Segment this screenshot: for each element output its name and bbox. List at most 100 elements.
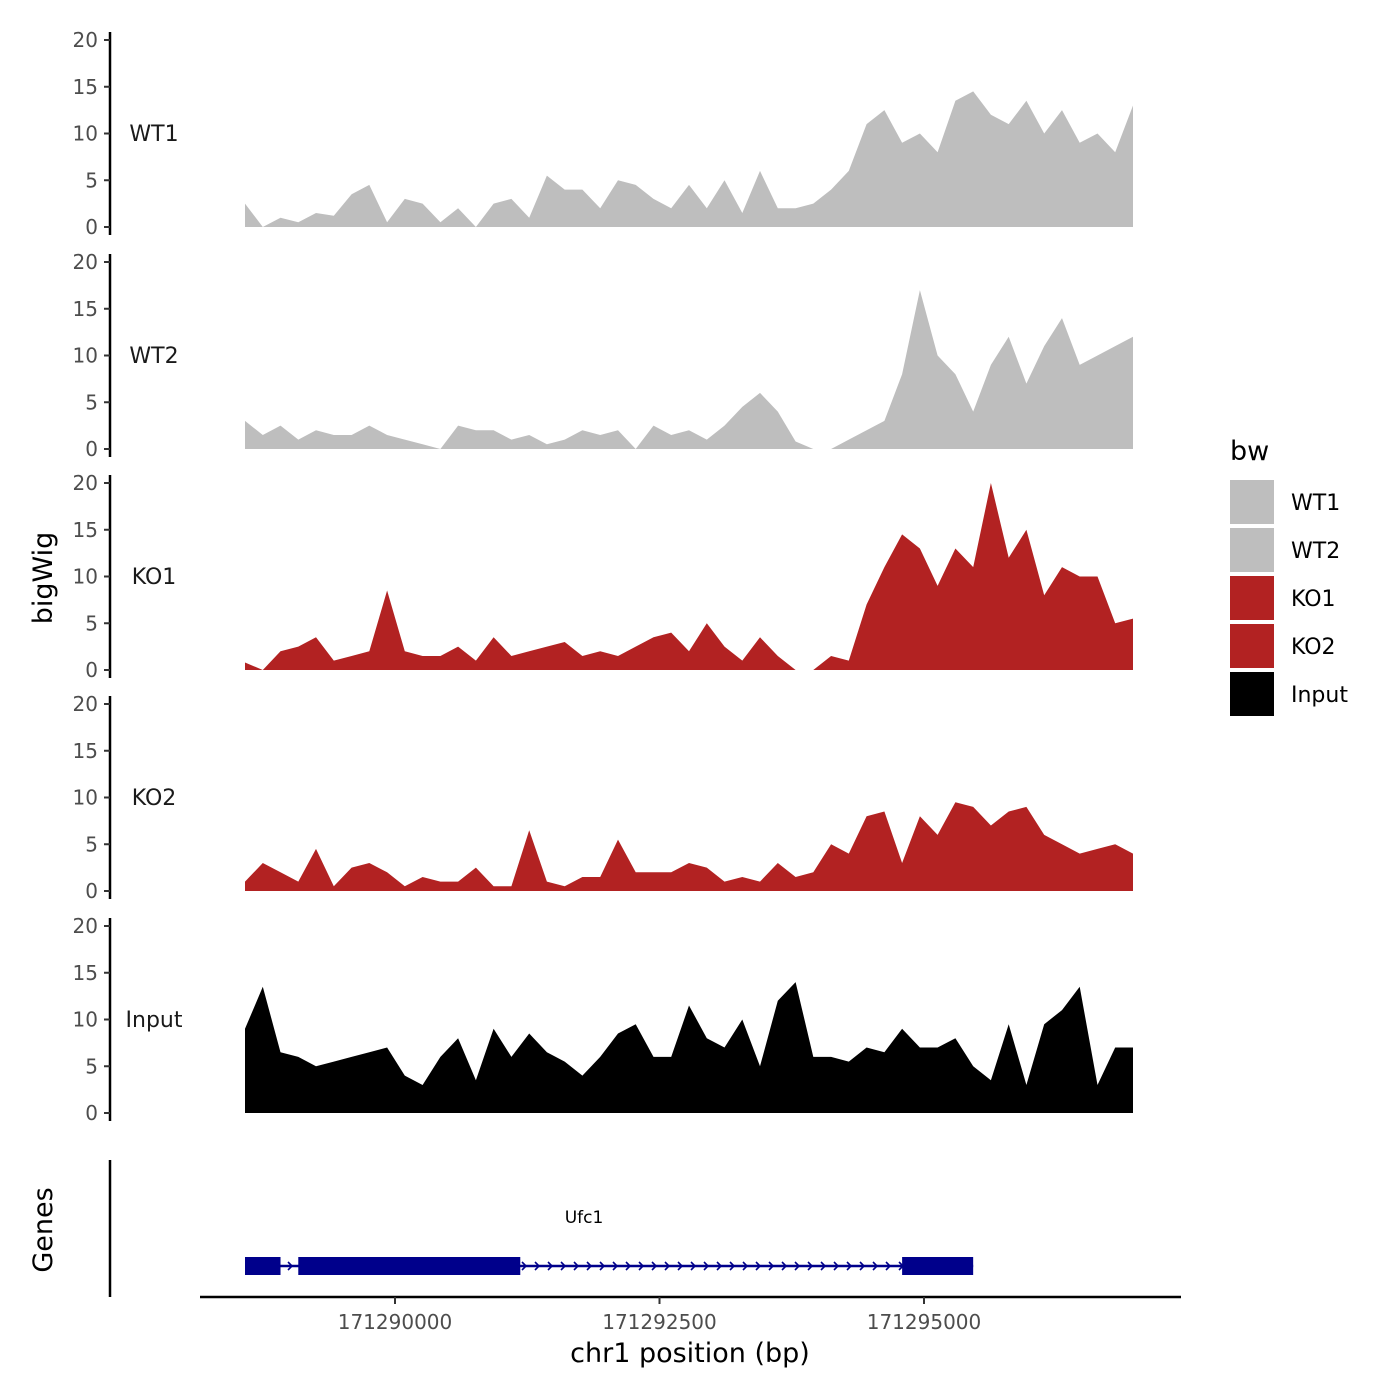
strand-arrow (612, 1261, 619, 1271)
strand-arrow (885, 1261, 892, 1271)
strand-arrow (742, 1261, 749, 1271)
y-tick-label: 5 (85, 168, 98, 192)
area-input (245, 982, 1133, 1113)
track-label-ko2: KO2 (132, 786, 177, 811)
y-tick-label: 15 (73, 961, 98, 985)
legend-item-ko1: KO1 (1230, 576, 1336, 620)
strand-arrow (716, 1261, 723, 1271)
legend-label: Input (1291, 683, 1348, 708)
y-tick-label: 20 (73, 914, 98, 938)
legend-label: WT1 (1291, 491, 1340, 516)
strand-arrow (638, 1261, 645, 1271)
y-tick-label: 0 (85, 1101, 98, 1125)
area-ko1 (245, 483, 1133, 670)
track-wt2: 0 5 10 15 20 WT2 (73, 250, 1133, 461)
y-tick-label: 20 (73, 692, 98, 716)
track-label-ko1: KO1 (132, 565, 177, 590)
bigwig-tracks: 0 5 10 15 20 WT1 0 5 10 15 20 WT2 0 5 10 15 20 KO1 0 5 10 15 2… (73, 28, 1133, 1125)
legend-swatch (1230, 480, 1274, 524)
y-tick-label: 20 (73, 28, 98, 52)
track-ko2: 0 5 10 15 20 KO2 (73, 692, 1133, 903)
y-tick-label: 5 (85, 832, 98, 856)
genes-track: Ufc1 (108, 1160, 974, 1297)
strand-arrow (872, 1261, 879, 1271)
legend-item-wt2: WT2 (1230, 528, 1340, 572)
strand-arrow (534, 1261, 541, 1271)
strand-arrow (768, 1261, 775, 1271)
y-tick-label: 5 (85, 1054, 98, 1078)
legend-item-input: Input (1230, 672, 1348, 716)
strand-arrow (729, 1261, 736, 1271)
strand-arrow (560, 1261, 567, 1271)
y-tick-label: 10 (73, 786, 98, 810)
strand-arrow (807, 1261, 814, 1271)
legend-label: WT2 (1291, 539, 1340, 564)
legend-swatch (1230, 528, 1274, 572)
y-tick-label: 15 (73, 75, 98, 99)
y-tick-label: 10 (73, 344, 98, 368)
strand-arrow (846, 1261, 853, 1271)
track-wt1: 0 5 10 15 20 WT1 (73, 28, 1133, 239)
legend-swatch (1230, 672, 1274, 716)
strand-arrow (859, 1261, 866, 1271)
x-axis-title: chr1 position (bp) (570, 1338, 810, 1369)
gene-exon (245, 1257, 281, 1275)
legend-swatch (1230, 576, 1274, 620)
x-tick-label: 171290000 (338, 1310, 453, 1334)
genes-axis-title: Genes (28, 1187, 59, 1272)
strand-arrow (664, 1261, 671, 1271)
y-tick-label: 10 (73, 1008, 98, 1032)
y-tick-label: 15 (73, 739, 98, 763)
strand-arrow (547, 1261, 554, 1271)
strand-arrow (677, 1261, 684, 1271)
x-axis: 171290000 171292500 171295000 (200, 1295, 1181, 1334)
legend-label: KO2 (1291, 635, 1336, 660)
strand-arrow (794, 1261, 801, 1271)
y-tick-label: 5 (85, 611, 98, 635)
y-tick-label: 15 (73, 518, 98, 542)
gene-ufc1: Ufc1 (245, 1208, 974, 1275)
y-tick-label: 15 (73, 297, 98, 321)
legend: bw WT1 WT2 KO1 KO2 Input (1230, 436, 1348, 716)
strand-arrow (690, 1261, 697, 1271)
y-tick-label: 20 (73, 471, 98, 495)
track-ko1: 0 5 10 15 20 KO1 (73, 471, 1133, 682)
strand-arrow (521, 1261, 528, 1271)
track-input: 0 5 10 15 20 Input (73, 914, 1133, 1125)
strand-arrow (820, 1261, 827, 1271)
area-ko2 (245, 802, 1133, 891)
gene-exon (902, 1257, 974, 1275)
y-tick-label: 10 (73, 565, 98, 589)
legend-item-wt1: WT1 (1230, 480, 1340, 524)
strand-arrow (586, 1261, 593, 1271)
y-axis-title: bigWig (28, 532, 59, 625)
gene-label: Ufc1 (565, 1208, 604, 1228)
legend-label: KO1 (1291, 587, 1336, 612)
strand-arrow (287, 1261, 294, 1271)
strand-arrow (573, 1261, 580, 1271)
area-wt2 (245, 290, 1133, 449)
strand-arrow (651, 1261, 658, 1271)
track-label-wt1: WT1 (129, 122, 178, 147)
legend-item-ko2: KO2 (1230, 624, 1336, 668)
legend-title: bw (1230, 436, 1269, 467)
strand-arrow (833, 1261, 840, 1271)
y-tick-label: 10 (73, 122, 98, 146)
strand-arrow (599, 1261, 606, 1271)
y-tick-label: 0 (85, 658, 98, 682)
y-tick-label: 0 (85, 437, 98, 461)
strand-arrow (755, 1261, 762, 1271)
y-tick-label: 0 (85, 215, 98, 239)
area-wt1 (245, 91, 1133, 228)
x-tick-label: 171292500 (602, 1310, 717, 1334)
y-tick-label: 5 (85, 390, 98, 414)
track-label-wt2: WT2 (129, 344, 178, 369)
gene-exon (298, 1257, 521, 1275)
legend-swatch (1230, 624, 1274, 668)
track-label-input: Input (126, 1008, 183, 1033)
y-tick-label: 20 (73, 250, 98, 274)
x-tick-label: 171295000 (867, 1310, 982, 1334)
strand-arrow (625, 1261, 632, 1271)
y-tick-label: 0 (85, 879, 98, 903)
